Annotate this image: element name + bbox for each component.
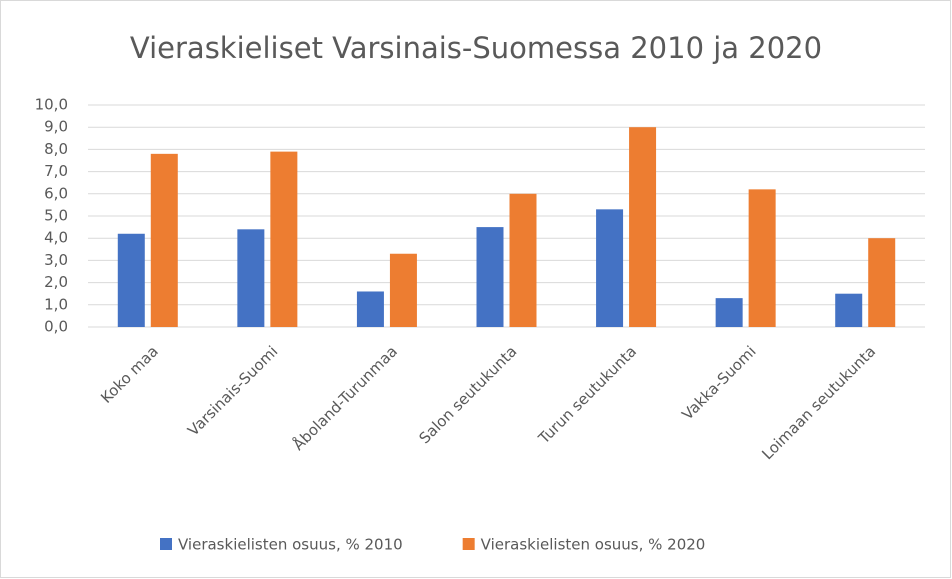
y-tick-label: 9,0	[44, 118, 68, 136]
bar	[715, 298, 743, 327]
chart-title: Vieraskieliset Varsinais-Suomessa 2010 j…	[130, 31, 822, 65]
y-tick-label: 8,0	[44, 140, 68, 158]
bar	[629, 127, 657, 327]
bar	[117, 233, 145, 327]
bar	[389, 253, 417, 327]
legend-swatch	[160, 538, 172, 550]
bar	[356, 291, 384, 327]
y-tick-label: 1,0	[44, 295, 68, 313]
y-tick-label: 5,0	[44, 207, 68, 225]
bar	[748, 189, 776, 327]
y-tick-label: 2,0	[44, 273, 68, 291]
y-tick-label: 4,0	[44, 229, 68, 247]
y-tick-label: 0,0	[44, 318, 68, 336]
bar	[150, 153, 178, 327]
y-tick-label: 7,0	[44, 162, 68, 180]
y-tick-label: 10,0	[35, 96, 68, 114]
y-tick-label: 3,0	[44, 251, 68, 269]
bar	[596, 209, 624, 327]
bar	[476, 227, 504, 327]
legend-label: Vieraskielisten osuus, % 2020	[481, 536, 706, 554]
bar	[835, 293, 863, 327]
bar	[237, 229, 265, 327]
legend-label: Vieraskielisten osuus, % 2010	[178, 536, 403, 554]
y-tick-label: 6,0	[44, 184, 68, 202]
legend-swatch	[462, 538, 475, 550]
bar	[270, 151, 298, 327]
bar	[868, 238, 896, 327]
bar	[509, 193, 537, 327]
